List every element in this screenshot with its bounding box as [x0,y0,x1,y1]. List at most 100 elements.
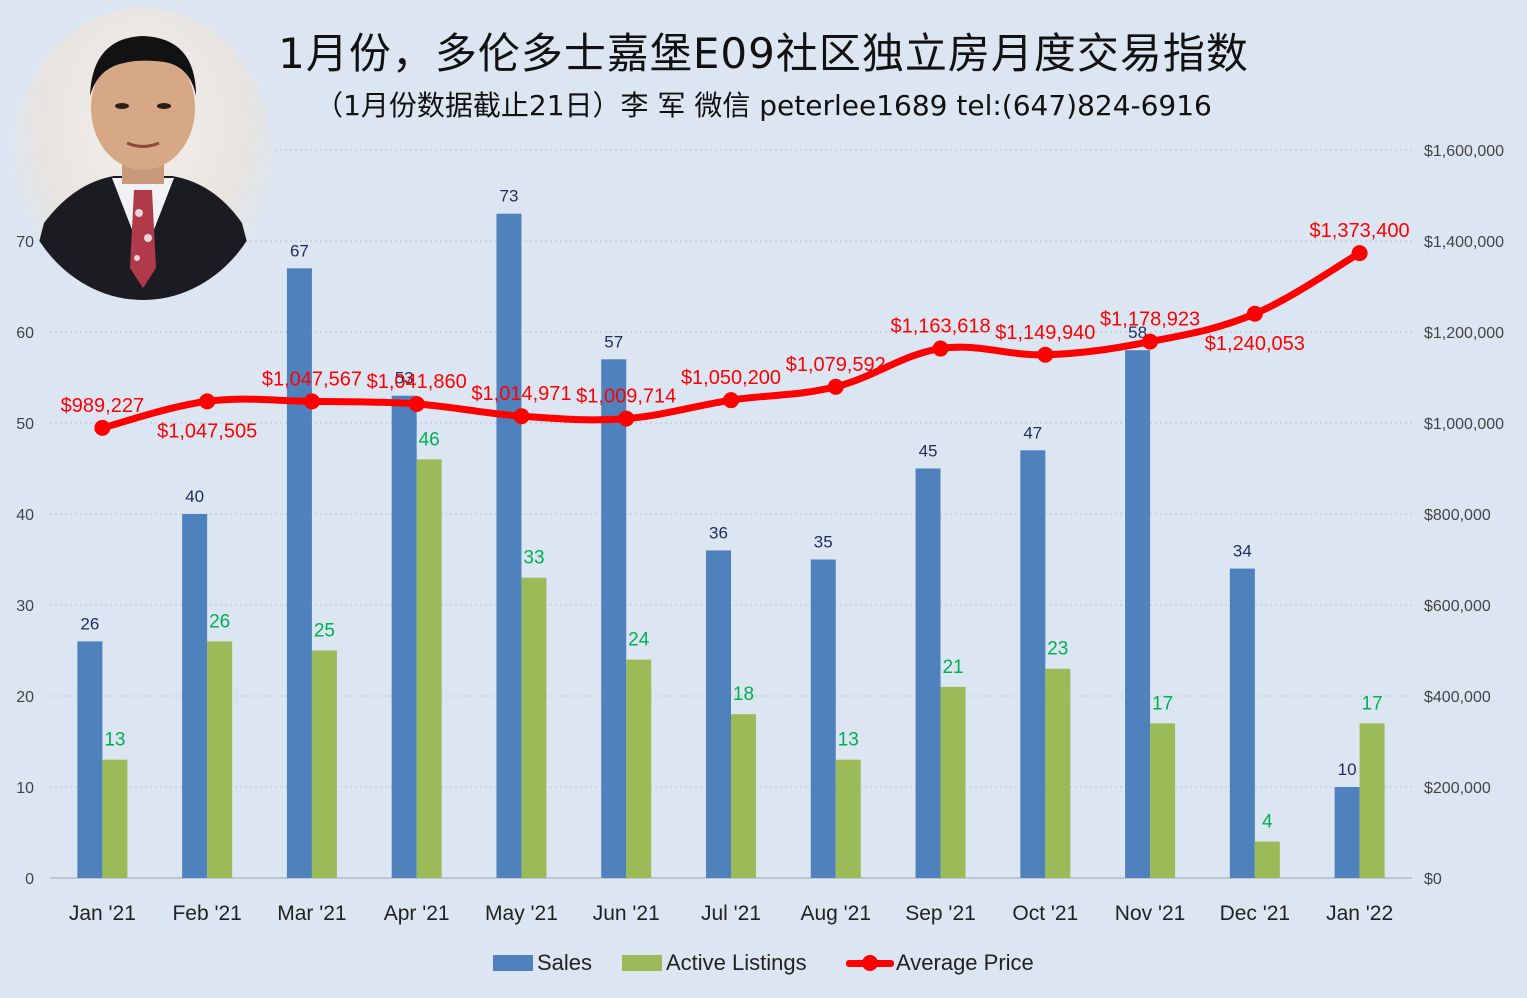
listings-bar [1254,841,1280,878]
average-price-data-label: $1,014,971 [471,383,571,405]
average-price-marker [827,378,844,395]
average-price-data-label: $1,050,200 [681,367,781,389]
x-axis-category-label: Dec '21 [1220,902,1291,925]
average-price-marker [1037,346,1054,363]
listings-data-label: 21 [942,657,963,678]
chart-legend: Sales Active Listings Average Price [0,948,1527,978]
legend-item-price: Average Price [846,948,1034,978]
listings-bar [416,459,442,878]
average-price-data-label: $1,047,567 [262,368,362,390]
sales-data-label: 57 [604,332,623,351]
sales-bar [77,641,103,878]
sales-bar [810,559,836,878]
sales-bar [286,268,312,878]
listings-bar [1045,668,1071,878]
x-axis-category-label: Feb '21 [172,902,241,925]
sales-bar [915,468,941,878]
average-price-marker [199,393,216,410]
legend-label-sales: Sales [537,950,593,975]
left-axis-tick-label: 0 [25,871,34,888]
listings-data-label: 46 [419,429,440,450]
sales-data-label: 67 [290,241,309,260]
sales-bar [496,213,522,878]
right-axis-tick-label: $400,000 [1424,689,1491,706]
sales-data-label: 45 [919,442,938,461]
left-axis-tick-label: 70 [16,234,34,251]
sales-data-label: 34 [1233,542,1252,561]
listings-data-label: 18 [733,684,754,705]
sales-bar [182,514,208,878]
legend-swatch-listings [622,955,662,971]
average-price-marker [1142,333,1159,350]
sales-bar [1229,568,1255,878]
listings-bar [311,650,337,878]
listings-data-label: 17 [1362,693,1383,714]
right-axis-tick-label: $200,000 [1424,780,1491,797]
listings-bar [731,714,756,878]
chart-title: 1月份，多伦多士嘉堡E09社区独立房月度交易指数 [278,29,1249,78]
x-axis-category-label: Mar '21 [277,902,346,925]
average-price-data-label: $1,009,714 [576,386,676,408]
x-axis-category-label: Aug '21 [800,902,871,925]
listings-data-label: 25 [314,621,335,642]
listings-data-label: 23 [1047,639,1068,660]
left-axis-tick-label: 40 [16,507,34,524]
legend-swatch-sales [493,955,533,971]
x-axis-category-label: Nov '21 [1115,902,1186,925]
listings-data-label: 4 [1262,812,1273,833]
right-axis-tick-label: $1,600,000 [1424,143,1504,160]
left-axis-tick-label: 30 [16,598,34,615]
average-price-marker [932,340,949,357]
average-price-marker [1351,245,1368,262]
listings-bar [102,759,128,878]
average-price-marker [513,408,530,425]
listings-data-label: 13 [104,730,125,751]
listings-data-label: 13 [838,730,859,751]
average-price-data-label: $1,149,940 [995,322,1095,344]
sales-data-label: 40 [185,487,204,506]
average-price-marker [618,410,635,427]
x-axis-category-label: Apr '21 [384,902,450,925]
legend-label-listings: Active Listings [666,950,807,975]
average-price-data-label: $1,041,860 [367,371,467,393]
listings-bar [626,659,652,878]
listings-data-label: 26 [209,611,230,632]
right-axis-tick-label: $600,000 [1424,598,1491,615]
right-axis-tick-label: $1,200,000 [1424,325,1504,342]
sales-data-label: 10 [1338,760,1357,779]
sales-data-label: 53 [395,369,414,388]
x-axis-category-label: Jun '21 [593,902,660,925]
agent-portrait [14,8,272,300]
listings-data-label: 17 [1152,693,1173,714]
listings-bar [1359,723,1385,878]
legend-item-listings: Active Listings [622,948,807,978]
legend-item-sales: Sales [493,948,592,978]
left-axis-tick-label: 50 [16,416,34,433]
average-price-data-label: $1,240,053 [1205,333,1305,355]
sales-data-label: 36 [709,523,728,542]
x-axis-category-label: May '21 [485,902,558,925]
sales-bar [1020,450,1046,878]
chart-subtitle: （1月份数据截止21日）李 军 微信 peterlee1689 tel:(647… [315,89,1212,122]
sales-data-label: 26 [80,614,99,633]
x-axis-category-label: Jul '21 [701,902,761,925]
average-price-marker [303,393,320,410]
x-axis-category-label: Jan '22 [1326,902,1393,925]
average-price-marker [1246,305,1263,322]
sales-bar [1125,350,1151,878]
right-axis-tick-label: $1,400,000 [1424,234,1504,251]
average-price-data-label: $1,163,618 [890,316,990,338]
right-axis-tick-label: $1,000,000 [1424,416,1504,433]
sales-bar [601,359,627,878]
average-price-data-label: $1,178,923 [1100,309,1200,331]
listings-bar [1150,723,1176,878]
average-price-data-label: $989,227 [61,395,144,417]
sales-bar [706,550,731,878]
legend-label-price: Average Price [896,950,1034,975]
average-price-marker [723,392,739,409]
listings-bar [835,759,861,878]
left-axis-tick-label: 60 [16,325,34,342]
right-axis-tick-label: $800,000 [1424,507,1491,524]
